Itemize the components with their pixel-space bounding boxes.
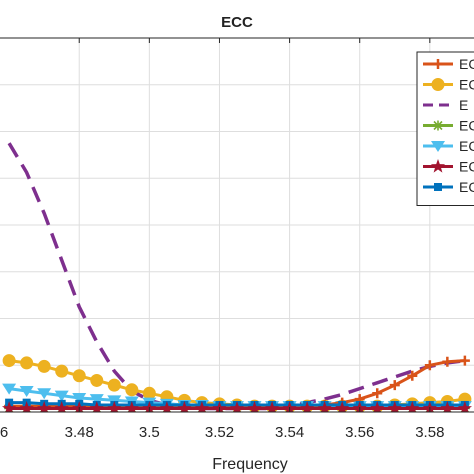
series-6-point [457, 401, 472, 412]
series-6-point [212, 401, 227, 412]
x-tick-label: 6 [0, 424, 8, 441]
series-6-point [177, 401, 192, 412]
series-6-point [54, 401, 69, 412]
series-6-point [124, 401, 139, 412]
legend-entry-4: EC [423, 118, 474, 134]
series-1-point [389, 380, 400, 391]
series-6-point [352, 401, 367, 412]
legend-entry-2: EC [423, 77, 474, 93]
legend-entry-3: E [423, 97, 468, 113]
series-5-point [107, 395, 122, 407]
series-2-point [55, 364, 69, 378]
series-6-point [142, 401, 157, 412]
x-tick-label: 3.5 [139, 424, 160, 441]
series-1-point [372, 388, 383, 399]
series-6-point [317, 401, 332, 412]
series-5-point [89, 394, 104, 406]
series-2-point [20, 356, 34, 370]
series-6-point [422, 401, 437, 412]
series-1-point [407, 370, 418, 381]
plot-area [2, 142, 472, 412]
legend-label: EC [459, 138, 474, 154]
series-6-point [229, 401, 245, 412]
series-6 [2, 401, 472, 412]
series-5-point [2, 383, 17, 395]
legend[interactable]: EC EC E EC EC EC EC [416, 51, 474, 206]
series-6-point [89, 401, 104, 412]
series-1-point [424, 360, 435, 371]
series-6-point [72, 401, 87, 412]
series-2-point [142, 386, 156, 400]
x-tick-label: 3.48 [65, 424, 94, 441]
legend-marker [430, 159, 446, 173]
series-6-point [37, 401, 52, 412]
legend-label: EC [459, 179, 474, 195]
legend-entry-1: EC [423, 56, 474, 72]
series-6-point [387, 401, 402, 412]
x-tick-labels: 6 3.48 3.5 3.52 3.54 3.56 3.58 [0, 424, 444, 441]
grid-lines [0, 38, 474, 412]
series-6-point [300, 401, 315, 412]
series-6-point [2, 401, 17, 412]
legend-marker [431, 78, 445, 91]
series-6-point [405, 401, 420, 412]
legend-marker [433, 59, 443, 69]
legend-marker [431, 141, 445, 152]
series-6-point [107, 401, 122, 412]
legend-entry-6: EC [423, 159, 474, 175]
legend-entry-7: EC [423, 179, 474, 195]
series-6-point [440, 401, 455, 412]
legend-marker [433, 120, 443, 131]
series-5-point [37, 388, 52, 400]
x-tick-label: 3.56 [345, 424, 374, 441]
axes [0, 37, 474, 413]
series-6-point [282, 401, 297, 412]
legend-label: EC [459, 56, 474, 72]
legend-label: EC [459, 118, 474, 134]
series-layer [2, 142, 472, 412]
legend-label: EC [459, 159, 474, 175]
series-5-point [72, 392, 87, 404]
series-2-point [37, 359, 51, 373]
legend-entry-5: EC [423, 138, 474, 154]
series-2-point [72, 369, 86, 383]
series-6-point [194, 401, 210, 412]
series-6-point [159, 401, 174, 412]
legend-box [416, 51, 474, 206]
series-6-point [247, 401, 262, 412]
chart-title: ECC [221, 14, 253, 31]
series-5-point [19, 385, 34, 397]
series-5-point [54, 390, 69, 402]
series-2-point [90, 373, 104, 387]
x-tick-label: 3.54 [275, 424, 304, 441]
x-axis-label: Frequency [212, 456, 288, 473]
x-tick-label: 3.58 [415, 424, 444, 441]
series-2-point [2, 354, 16, 368]
legend-label: EC [459, 77, 474, 93]
series-6-point [19, 401, 34, 412]
series-1-point [459, 355, 470, 366]
series-6-point [335, 401, 350, 412]
x-tick-label: 3.52 [205, 424, 234, 441]
series-2-point [125, 383, 139, 397]
series-1-point [442, 356, 453, 367]
series-6-point [370, 401, 385, 412]
legend-marker [434, 183, 442, 191]
series-6-point [264, 401, 280, 412]
legend-label: E [459, 97, 468, 113]
series-2-point [107, 378, 121, 392]
